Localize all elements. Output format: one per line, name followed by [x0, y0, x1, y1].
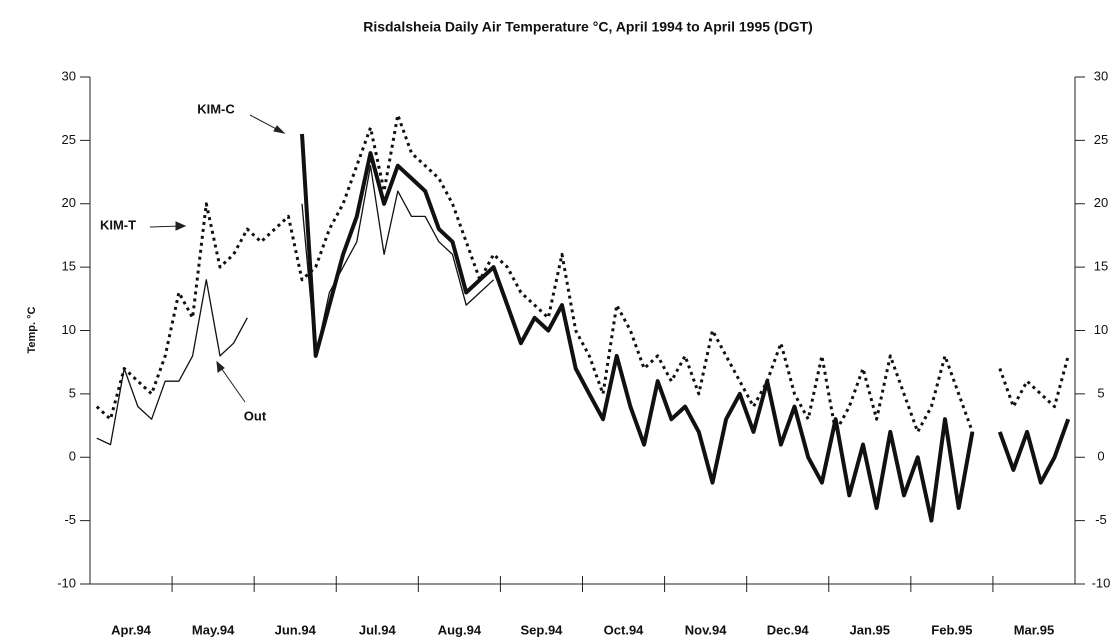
y-axis-label: Temp. °C [26, 306, 38, 353]
x-tick-label: Jul.94 [359, 622, 397, 637]
annotation: KIM-C [197, 101, 235, 116]
series-line [95, 113, 1070, 434]
annotation: Out [244, 408, 267, 423]
y2-tick-label: -10 [1092, 575, 1111, 590]
x-tick-label: Apr.94 [111, 622, 152, 637]
x-tick-label: Feb.95 [931, 622, 972, 637]
y-tick-label: -10 [57, 575, 76, 590]
y-tick-label: 25 [62, 132, 76, 147]
x-tick-label: Dec.94 [767, 622, 810, 637]
y2-tick-label: 0 [1097, 449, 1104, 464]
y-tick-label: 5 [69, 385, 76, 400]
y-tick-label: -5 [64, 512, 76, 527]
x-tick-label: May.94 [192, 622, 235, 637]
series-line [96, 165, 495, 446]
x-tick-label: Oct.94 [604, 622, 645, 637]
x-tick-label: Jun.94 [275, 622, 317, 637]
y2-tick-label: 25 [1094, 132, 1108, 147]
y-tick-label: 15 [62, 259, 76, 274]
y2-tick-label: 5 [1097, 385, 1104, 400]
y-tick-label: 20 [62, 195, 76, 210]
x-tick-label: Mar.95 [1014, 622, 1054, 637]
arrows [149, 114, 286, 403]
y2-tick-label: 10 [1094, 322, 1108, 337]
y-tick-label: 0 [69, 449, 76, 464]
y2-tick-label: 30 [1094, 68, 1108, 83]
x-tick-label: Sep.94 [520, 622, 563, 637]
x-tick-label: Aug.94 [438, 622, 482, 637]
annotation: KIM-T [100, 217, 136, 232]
y2-tick-label: -5 [1095, 512, 1107, 527]
y-tick-label: 30 [62, 68, 76, 83]
x-tick-label: Jan.95 [850, 622, 890, 637]
y2-tick-label: 15 [1094, 259, 1108, 274]
chart-title: Risdalsheia Daily Air Temperature °C, Ap… [363, 19, 813, 35]
y-tick-label: 10 [62, 322, 76, 337]
y2-tick-label: 20 [1094, 195, 1108, 210]
x-tick-label: Nov.94 [685, 622, 727, 637]
series-line [300, 133, 1071, 523]
